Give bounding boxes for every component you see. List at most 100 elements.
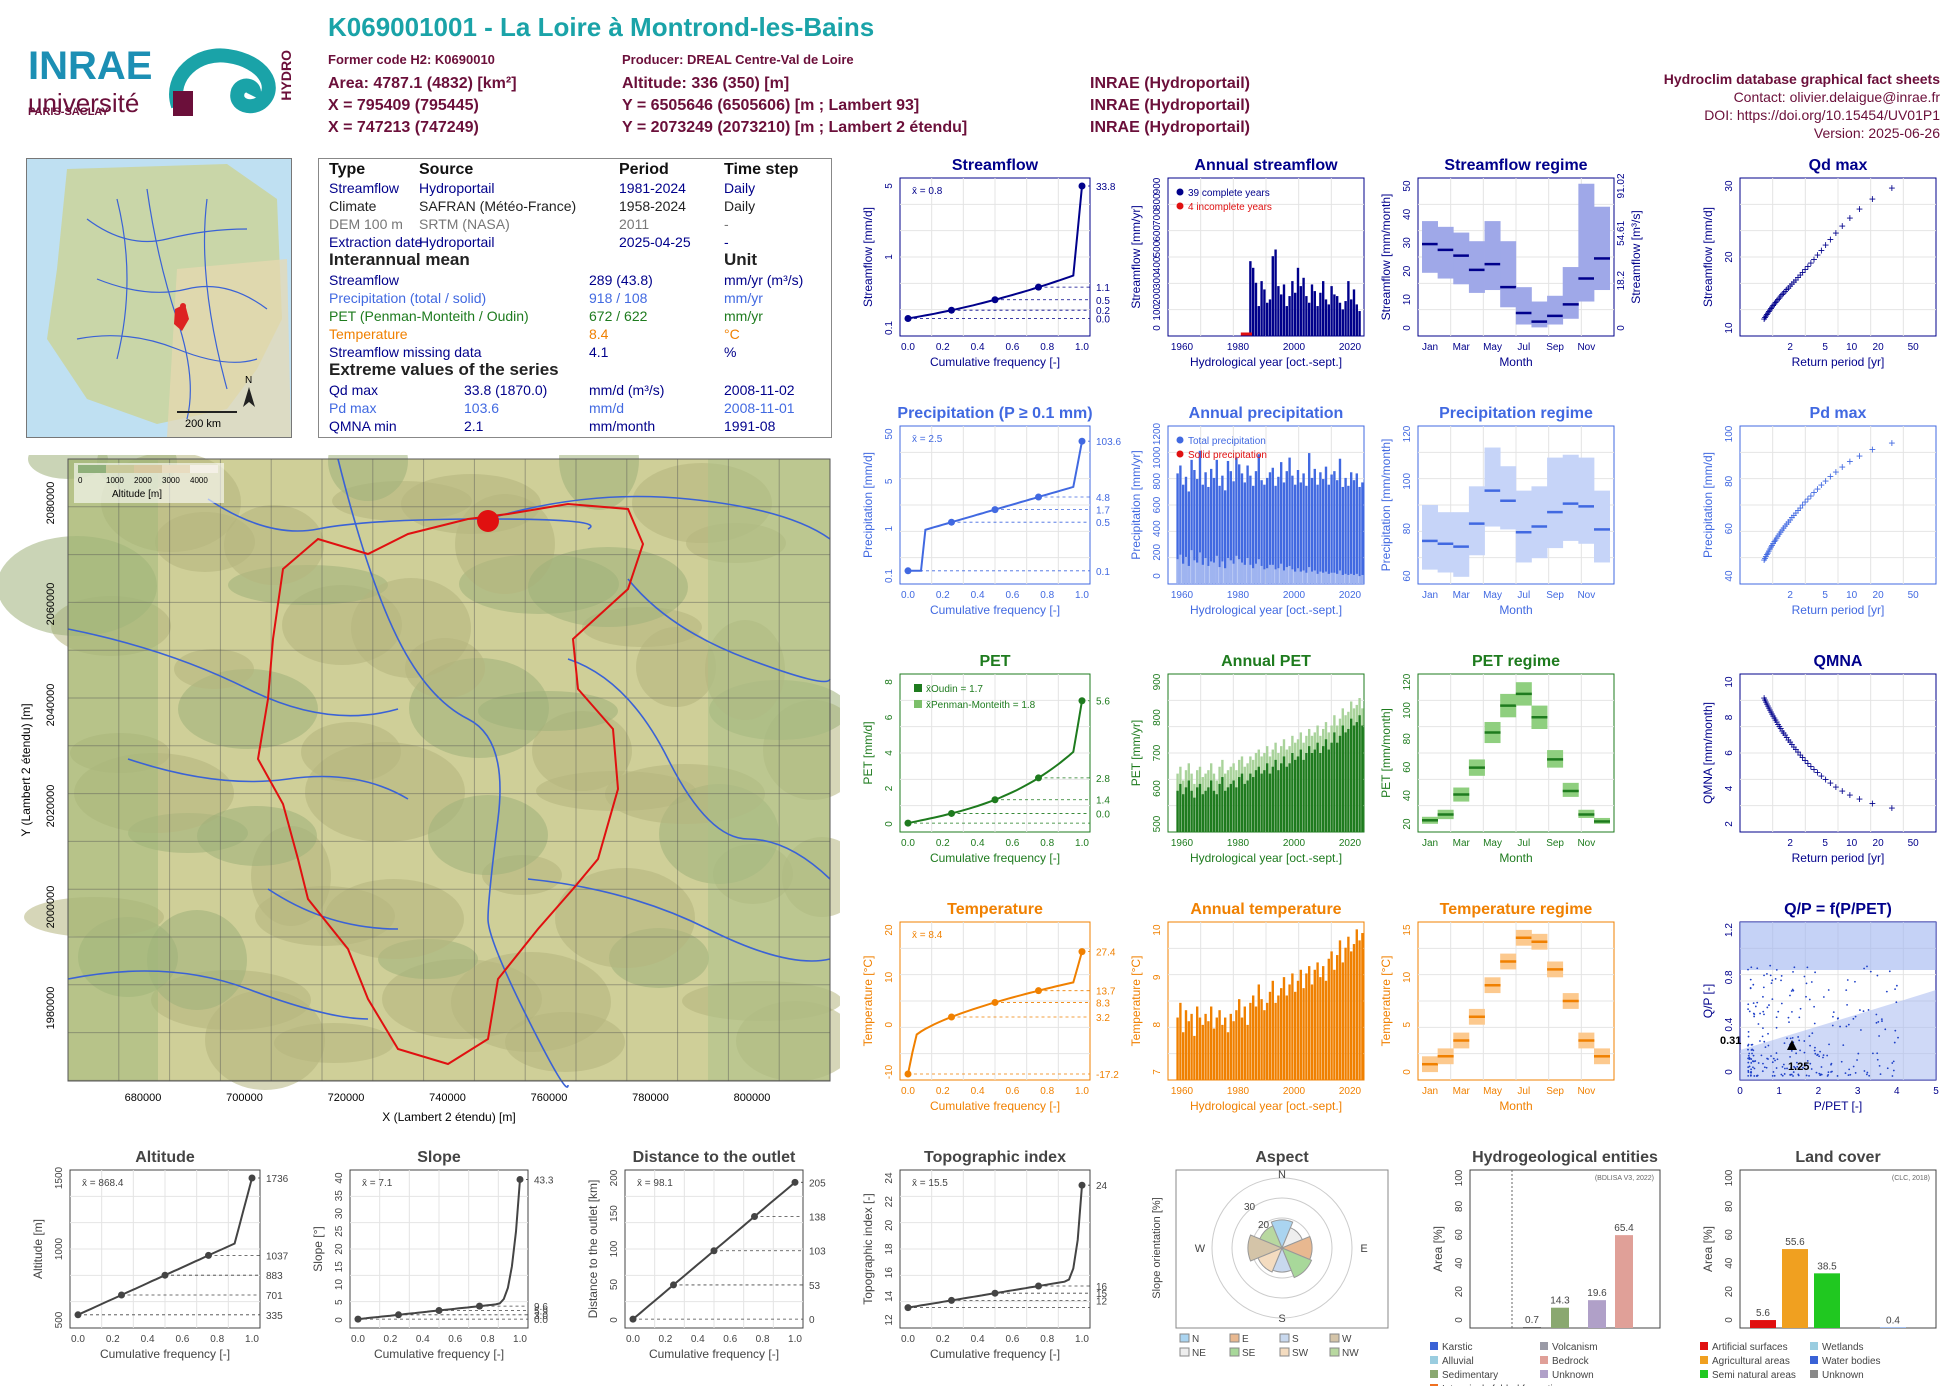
legend-swatch xyxy=(914,684,922,692)
bar xyxy=(1204,472,1207,584)
bar xyxy=(1268,472,1272,584)
y-axis-label: Distance to the outlet [km] xyxy=(586,1180,600,1319)
y-tick-label: 50 xyxy=(609,1279,620,1291)
upper-limit-zone xyxy=(1740,922,1936,970)
data-dot xyxy=(1813,1005,1815,1008)
direction-label: S xyxy=(1278,1313,1285,1325)
right-label: 335 xyxy=(266,1311,283,1322)
regime-box xyxy=(1484,221,1501,291)
right-label: 103.6 xyxy=(1096,437,1121,448)
bar xyxy=(1277,770,1280,832)
bar xyxy=(1238,999,1241,1080)
ring xyxy=(1211,1177,1353,1319)
obs-point: + xyxy=(1773,715,1780,729)
bar-solid xyxy=(1198,552,1202,584)
bar xyxy=(1615,1235,1633,1328)
data-dot xyxy=(1791,1010,1793,1013)
info-row-1: SRTM (NASA) xyxy=(419,216,510,232)
data-dot xyxy=(1792,1071,1795,1073)
bar xyxy=(1324,980,1328,1080)
y-tick-label: 0 xyxy=(609,1317,620,1323)
bar xyxy=(1246,780,1249,832)
bar-solid xyxy=(1313,570,1316,584)
y-tick-label: 100 xyxy=(1724,1169,1735,1186)
y-axis-label: PET [mm/month] xyxy=(1379,708,1393,798)
bar xyxy=(1249,1002,1252,1080)
x-tick-label: Mar xyxy=(1453,838,1471,849)
obs-point: + xyxy=(1772,295,1779,309)
data-dot xyxy=(1846,1003,1848,1006)
obs-point: + xyxy=(1802,263,1809,277)
data-dot xyxy=(1750,1049,1753,1051)
legend-label: Solid precipitation xyxy=(1188,450,1267,461)
doi[interactable]: DOI: https://doi.org/10.15454/UV01P1 xyxy=(1704,107,1940,123)
bar xyxy=(1235,457,1238,584)
data-dot xyxy=(1816,1054,1818,1057)
obs-point: + xyxy=(1772,713,1779,727)
bar xyxy=(1347,281,1350,336)
x-tick-label: 1.0 xyxy=(788,1334,802,1345)
bar xyxy=(1268,773,1272,832)
legend-swatch xyxy=(190,465,218,473)
data-dot xyxy=(1796,1065,1799,1068)
obs-point: + xyxy=(1783,283,1790,297)
bar xyxy=(1319,753,1322,832)
river-line xyxy=(267,888,399,930)
bar xyxy=(1291,281,1294,336)
chart-streamflow_regime: Streamflow regime Month Streamflow [mm/mon… xyxy=(1379,157,1643,369)
bar xyxy=(1274,1002,1277,1080)
y-axis-label: PET [mm/yr] xyxy=(1129,720,1143,786)
contact[interactable]: Contact: olivier.delaigue@inrae.fr xyxy=(1733,89,1940,105)
bar xyxy=(1282,482,1286,584)
x-tick-label: 0.0 xyxy=(71,1334,85,1345)
x-tick-label: 0.2 xyxy=(936,1334,950,1345)
x-tick-label: 1960 xyxy=(1171,1086,1194,1097)
bar xyxy=(1246,1024,1249,1080)
x-tick-label: 2000 xyxy=(1283,590,1306,601)
x-axis-label: Hydrological year [oct.-sept.] xyxy=(1190,355,1342,369)
legend-swatch xyxy=(78,465,106,473)
x-axis-label: Month xyxy=(1499,851,1532,865)
plot-frame xyxy=(1175,1169,1389,1329)
chart-temperature: Temperature Cumulative frequency [-] Tempe… xyxy=(861,901,1119,1113)
legend-label: Wetlands xyxy=(1822,1342,1864,1353)
data-dot xyxy=(1863,1070,1866,1072)
x-tick-label: 0.8 xyxy=(756,1334,770,1345)
legend-swatch xyxy=(1700,1370,1708,1378)
bar xyxy=(1350,299,1353,336)
map-frame xyxy=(67,458,831,1082)
bar xyxy=(1274,249,1277,336)
y-tick-label: 100 xyxy=(1152,303,1163,320)
data-dot xyxy=(1759,1040,1761,1042)
y-tick-label: 400 xyxy=(1152,256,1163,273)
location-map: 200 km N xyxy=(26,158,292,438)
bar xyxy=(1355,722,1358,832)
bar xyxy=(1266,302,1269,336)
bar xyxy=(1179,783,1182,832)
y-tick-label: 80 xyxy=(1454,1200,1465,1212)
bar xyxy=(1224,790,1227,832)
x-tick-label: 4 xyxy=(1894,1086,1900,1097)
data-dot xyxy=(1799,1007,1802,1010)
version: Version: 2025-06-26 xyxy=(1813,125,1940,141)
y-tick-label: 5 xyxy=(334,1299,345,1305)
data-dot xyxy=(1754,1005,1757,1008)
data-dot xyxy=(1885,990,1888,993)
x-tick-label: 5 xyxy=(1822,590,1828,601)
obs-point: + xyxy=(1773,294,1780,308)
data-dot xyxy=(1749,987,1752,989)
x-tick-label: May xyxy=(1483,838,1502,849)
legend-label: x̄Penman-Monteith = 1.8 xyxy=(926,700,1036,711)
bar-solid xyxy=(1322,572,1325,584)
bar xyxy=(1288,763,1291,832)
bar xyxy=(1302,759,1305,832)
data-dot xyxy=(1871,1052,1874,1055)
x-axis-label: Cumulative frequency [-] xyxy=(374,1347,504,1361)
obs-point: + xyxy=(1771,711,1778,725)
extreme-row-3: 1991-08 xyxy=(724,418,776,434)
mean-row-2: mm/yr (m³/s) xyxy=(724,272,804,288)
y-tick-label: 300 xyxy=(1152,272,1163,289)
y-tick-label: 0 xyxy=(1152,325,1163,331)
extreme-row-0: Pd max xyxy=(329,400,377,416)
bar xyxy=(1187,780,1190,832)
